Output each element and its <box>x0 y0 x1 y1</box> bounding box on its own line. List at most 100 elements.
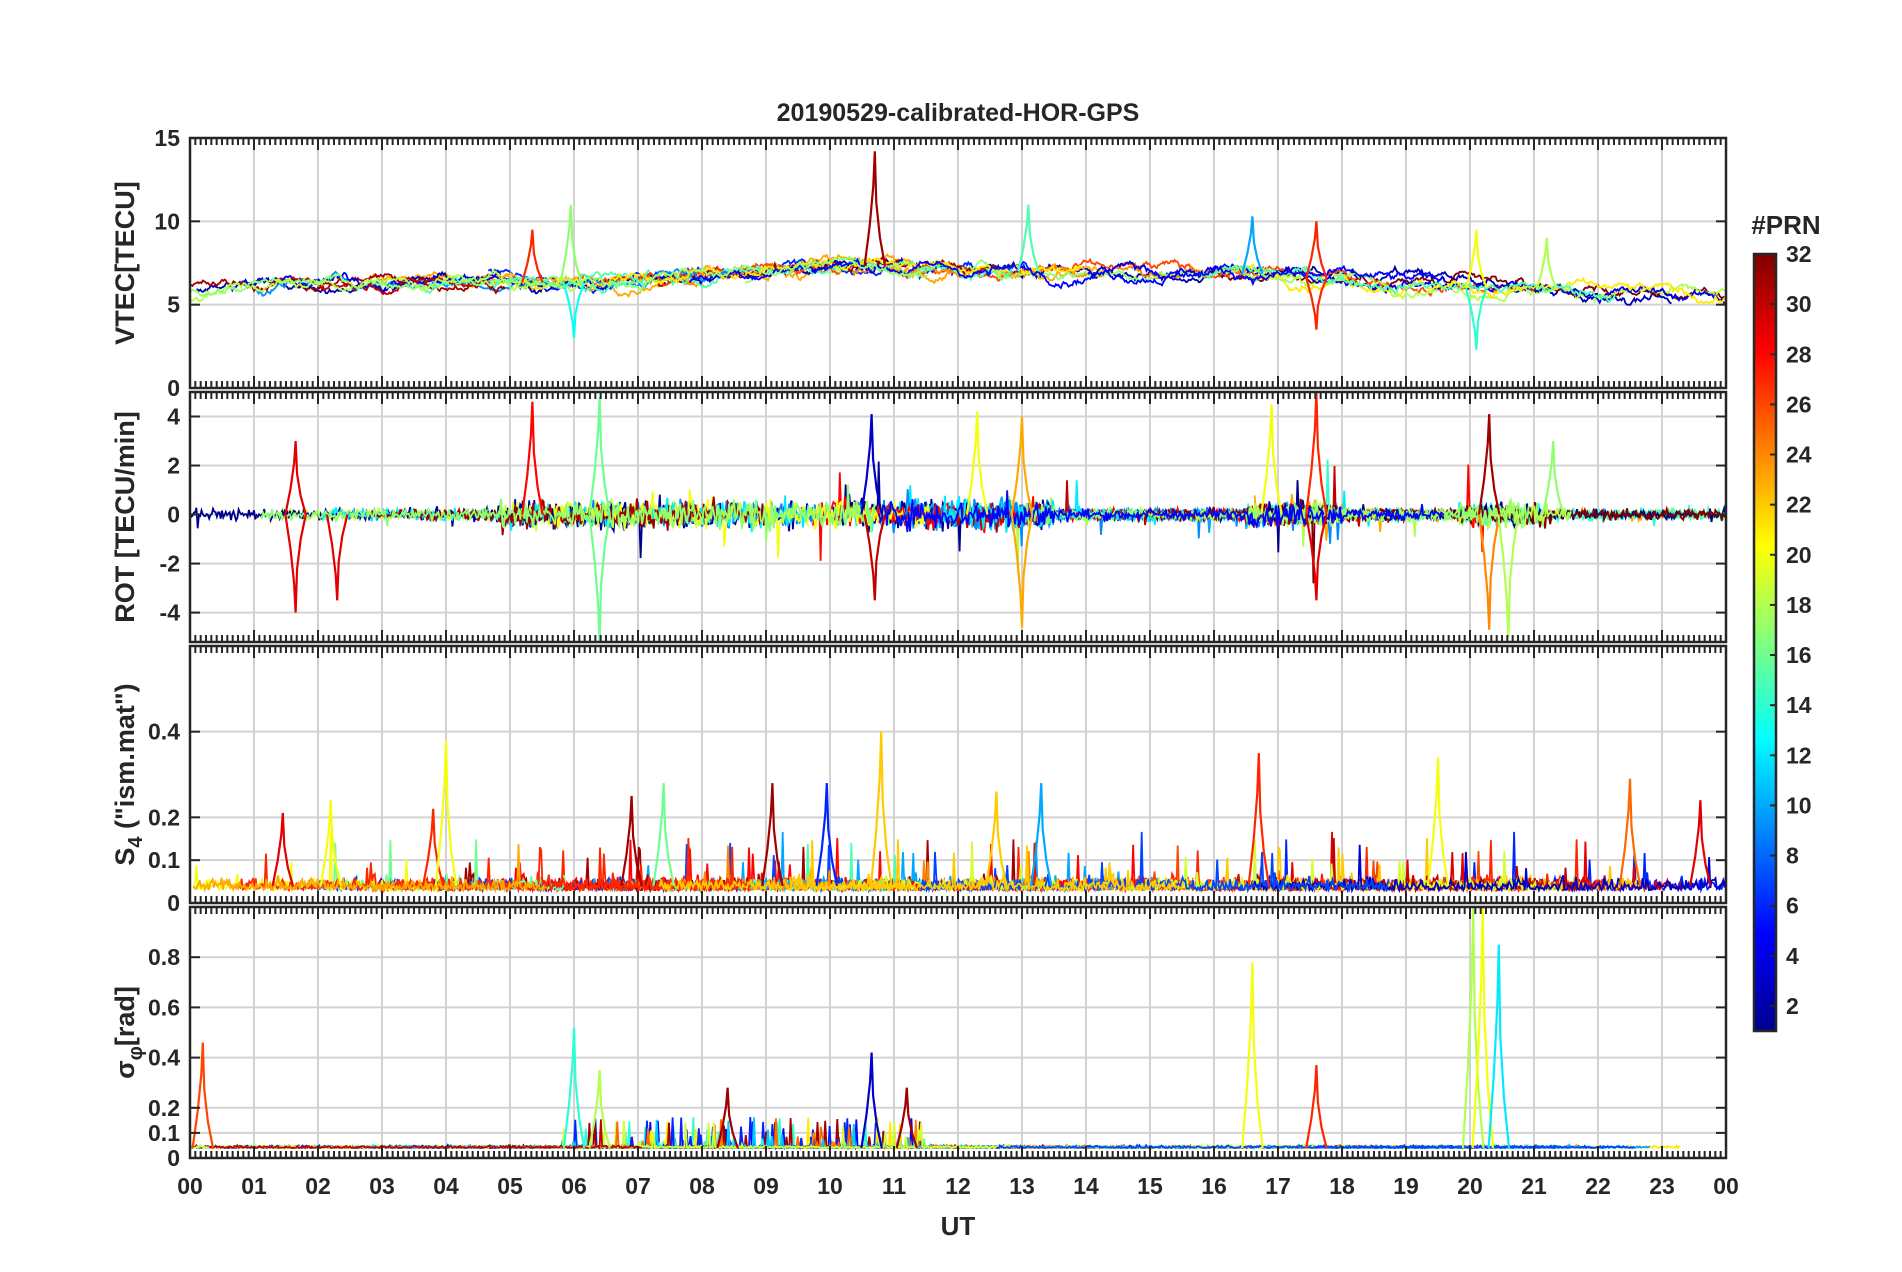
x-axis-label: UT <box>941 1211 976 1241</box>
data-peak-prn-26 <box>191 1042 215 1149</box>
x-tick-label: 09 <box>753 1173 779 1199</box>
colorbar-tick-label: 30 <box>1786 291 1812 317</box>
y-tick-label: -2 <box>160 551 180 577</box>
series-traces <box>190 151 1726 350</box>
data-peak-prn-18 <box>1535 237 1559 291</box>
data-peak-prn-27 <box>1247 753 1271 887</box>
data-peak-prn-28 <box>521 401 544 515</box>
y-axis-label-rest: ("ism.mat") <box>110 683 140 836</box>
y-tick-label: 0.6 <box>148 994 180 1020</box>
colorbar-tick-label: 12 <box>1786 742 1812 768</box>
y-tick-label: 0 <box>167 1145 180 1171</box>
x-tick-label: 02 <box>305 1173 331 1199</box>
data-peak-prn-29 <box>325 514 349 601</box>
x-tick-label: 03 <box>369 1173 395 1199</box>
y-tick-label: 0 <box>167 502 180 528</box>
data-peak-prn-25 <box>1618 778 1642 887</box>
colorbar-tick-label: 2 <box>1786 993 1799 1019</box>
data-peak-prn-20 <box>434 740 458 887</box>
data-peak-prn-16 <box>652 783 675 887</box>
x-tick-label: 22 <box>1585 1173 1611 1199</box>
x-tick-label: 00 <box>1713 1173 1739 1199</box>
y-tick-label: 0.1 <box>148 847 180 873</box>
data-peak-prn-27 <box>1305 277 1328 330</box>
y-tick-labels: -4 -2 0 2 4 <box>160 404 1726 626</box>
y-axis-label: ROT [TECU/min] <box>110 411 140 622</box>
series-line-prn-31 <box>368 496 766 536</box>
y-tick-label: 0.4 <box>148 1045 180 1071</box>
colorbar-tick-label: 4 <box>1786 943 1799 969</box>
colorbar-tick-label: 8 <box>1786 843 1799 869</box>
colorbar-tick-label: 18 <box>1786 592 1812 618</box>
series-line-prn-30 <box>208 1119 642 1151</box>
x-axis-tick-labels: 00 01 02 03 04 05 06 07 08 09 10 11 12 13 14 15 16 17 18 19… <box>177 1173 1739 1199</box>
data-peak-prn-31 <box>761 783 784 887</box>
x-tick-label: 12 <box>945 1173 971 1199</box>
y-tick-label: 5 <box>167 292 180 318</box>
y-tick-labels: 0 0.1 0.2 0.4 <box>148 719 1726 916</box>
y-tick-label: 15 <box>154 125 180 151</box>
series-line-prn-21 <box>1231 263 1726 305</box>
y-axis-label: S4 ("ism.mat") <box>110 683 147 865</box>
y-tick-label: 0.2 <box>148 1095 180 1121</box>
x-tick-label: 19 <box>1393 1173 1419 1199</box>
data-peak-prn-31 <box>895 1087 919 1149</box>
data-peak-prn-18 <box>588 1070 611 1149</box>
x-tick-label: 15 <box>1137 1173 1163 1199</box>
x-tick-label: 21 <box>1521 1173 1547 1199</box>
series-line-prn-17 <box>259 484 876 542</box>
series-line-prn-5 <box>688 257 1446 290</box>
data-peak-prn-20 <box>1465 229 1488 289</box>
x-tick-label: 11 <box>882 1173 907 1199</box>
rot-panel: -4 -2 0 2 4 ROT [TECU/min] <box>110 390 1728 644</box>
y-tick-label: 10 <box>154 208 180 234</box>
colorbar-label: #PRN <box>1751 210 1820 240</box>
series-line-prn-17 <box>190 255 928 299</box>
x-tick-label: 17 <box>1265 1173 1291 1199</box>
vtec-panel: 0 5 10 15 VTEC[TECU] <box>110 125 1728 401</box>
data-peak-prn-27 <box>521 229 544 283</box>
x-ticks <box>189 646 1727 903</box>
x-tick-label: 18 <box>1329 1173 1355 1199</box>
x-tick-label: 08 <box>689 1173 715 1199</box>
colorbar-tick-label: 14 <box>1786 692 1812 718</box>
x-tick-label: 05 <box>497 1173 523 1199</box>
x-tick-label: 14 <box>1073 1173 1099 1199</box>
data-peak-prn-14 <box>562 1027 586 1149</box>
colorbar-tick-label: 20 <box>1786 542 1812 568</box>
data-peak-prn-18 <box>1461 907 1485 1149</box>
data-peak-prn-17 <box>559 204 583 284</box>
x-ticks <box>189 907 1727 1158</box>
data-peak-prn-27 <box>1305 1065 1328 1149</box>
y-axis-label-subscript: φ <box>125 1046 147 1060</box>
data-peak-prn-20 <box>319 800 343 887</box>
series-traces <box>190 907 1681 1151</box>
x-tick-label: 00 <box>177 1173 203 1199</box>
data-peak-prn-23 <box>1010 416 1034 515</box>
data-peak-prn-20 <box>1260 404 1283 515</box>
data-peak-prn-30 <box>863 514 887 601</box>
x-tick-label: 01 <box>241 1173 267 1199</box>
y-tick-label: 2 <box>167 453 180 479</box>
series-line-prn-22 <box>857 1124 1368 1151</box>
y-tick-label: 0 <box>167 890 180 916</box>
colorbar-gradient <box>1752 252 1778 1033</box>
grid <box>189 646 1727 904</box>
data-peak-prn-24 <box>1477 514 1501 630</box>
data-peak-prn-17 <box>1541 440 1565 515</box>
y-tick-labels: 0 5 10 15 <box>154 125 1726 401</box>
x-tick-label: 10 <box>817 1173 843 1199</box>
x-tick-label: 20 <box>1457 1173 1483 1199</box>
data-peak-prn-3 <box>860 414 883 515</box>
data-peak-prn-29 <box>1689 800 1712 887</box>
x-tick-label: 07 <box>625 1173 651 1199</box>
colorbar-tick-label: 22 <box>1786 492 1812 518</box>
y-tick-label: 4 <box>167 404 180 430</box>
colorbar-tick-label: 6 <box>1786 893 1799 919</box>
data-peak-prn-22 <box>869 731 893 887</box>
y-axis-label: σφ[rad] <box>110 986 147 1079</box>
data-peak-prn-14 <box>1465 287 1488 350</box>
data-peak-prn-15 <box>1017 204 1040 272</box>
data-peak-prn-31 <box>1477 414 1501 515</box>
data-peak-prn-29 <box>284 440 307 515</box>
